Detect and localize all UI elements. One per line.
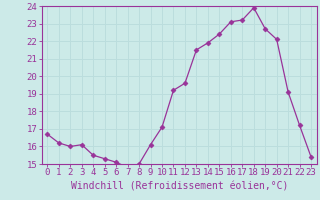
X-axis label: Windchill (Refroidissement éolien,°C): Windchill (Refroidissement éolien,°C) [70, 181, 288, 191]
